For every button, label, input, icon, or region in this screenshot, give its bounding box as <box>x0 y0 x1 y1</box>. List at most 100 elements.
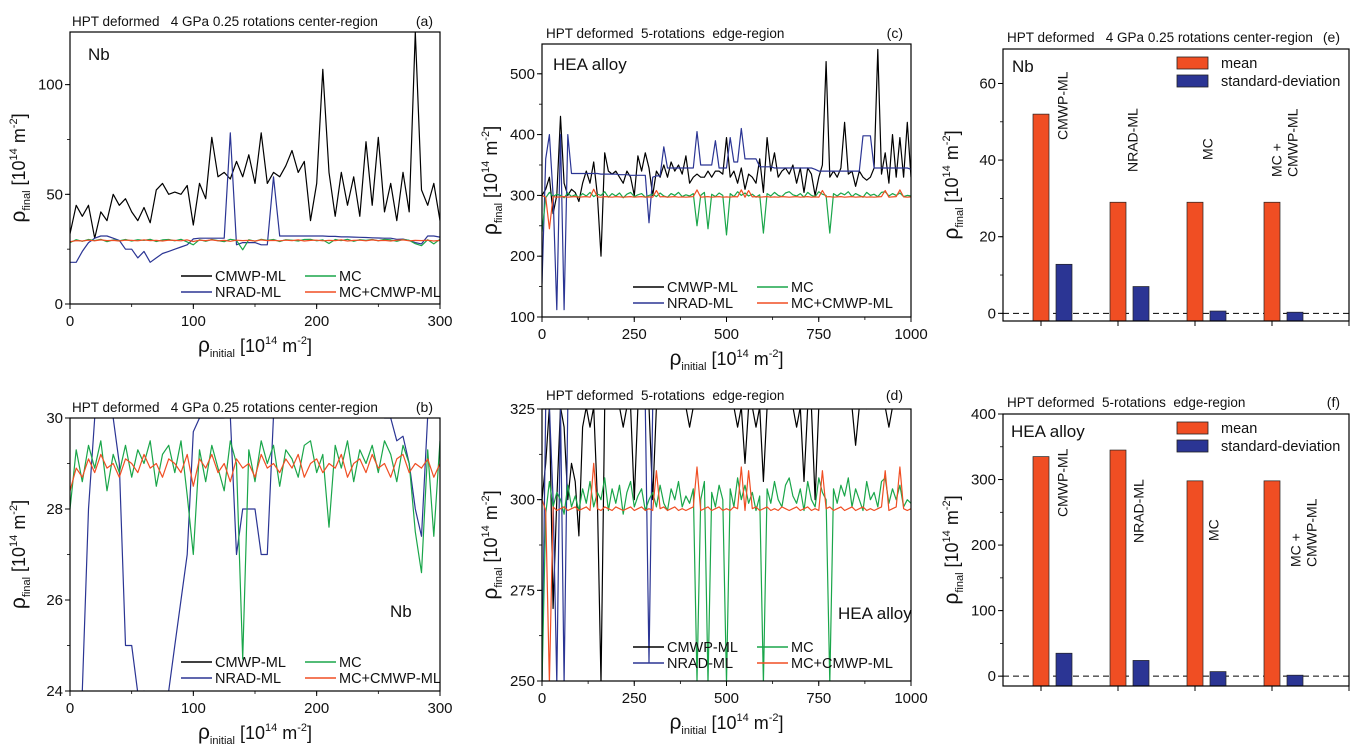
legend-label: MC <box>339 269 362 285</box>
legend: mean standard-deviation <box>1176 421 1340 455</box>
category-label: CMWP-ML <box>1055 448 1071 517</box>
axis-superscript: -2 <box>769 712 779 724</box>
axis-symbol: ρ <box>7 597 30 609</box>
series-line-nrad-ml <box>542 127 911 311</box>
legend-label: standard-deviation <box>1221 74 1340 90</box>
axis-unit: m <box>749 349 769 369</box>
axis-unit: m <box>277 336 297 356</box>
category-label: MC + <box>1288 533 1304 567</box>
axis-superscript: 14 <box>8 148 20 160</box>
bar-mean-0 <box>1032 113 1050 322</box>
panel-title: HPT deformed 5-rotations edge-region <box>546 388 784 403</box>
bar-standard-deviation-0 <box>1055 263 1073 322</box>
y-tick-label: 300 <box>510 492 535 509</box>
axis-superscript: -2 <box>8 505 20 515</box>
y-tick-label: 500 <box>510 66 535 83</box>
axis-unit: m <box>942 510 962 530</box>
plot-frame <box>541 408 912 682</box>
panel-letter: (c) <box>887 25 903 41</box>
plot-frame <box>1002 48 1350 322</box>
axis-unit: ] <box>307 723 312 743</box>
y-axis-label: ρfinal [1014 m-2] <box>7 500 33 609</box>
y-axis-label: ρfinal [1014 m-2] <box>940 495 966 604</box>
axis-subscript: initial <box>681 361 706 373</box>
axis-superscript: -2 <box>480 131 492 141</box>
axis-subscript: initial <box>681 725 706 737</box>
bar-mean-3 <box>1263 201 1281 322</box>
axis-unit: [10 <box>9 160 29 190</box>
axis-superscript: 14 <box>8 535 20 547</box>
axis-unit: m <box>481 141 501 161</box>
y-tick-label: 200 <box>510 248 535 265</box>
axis-superscript: -2 <box>8 118 20 128</box>
axis-unit: ] <box>942 495 962 500</box>
y-tick-label: 28 <box>46 501 63 518</box>
svg-text:ρfinal [1014 m-2]: ρfinal [1014 m-2] <box>7 113 33 222</box>
y-tick-label: 50 <box>46 186 63 203</box>
y-tick-label: 400 <box>510 127 535 144</box>
y-tick-label: 300 <box>510 187 535 204</box>
series-line-mc <box>542 477 911 681</box>
axis-subscript: initial <box>210 348 235 360</box>
y-tick-label: 0 <box>55 296 63 313</box>
svg-text:ρinitial [1014 m-2]: ρinitial [1014 m-2] <box>669 711 783 737</box>
y-tick-label: 24 <box>46 683 63 700</box>
panel-title: HPT deformed 4 GPa 0.25 rotations center… <box>1007 30 1313 45</box>
axis-symbol: ρ <box>669 711 681 734</box>
x-tick-label: 200 <box>304 700 329 717</box>
series-line-mc-cmwp-ml <box>70 239 440 243</box>
axis-symbol: ρ <box>479 223 502 235</box>
axis-subscript: final <box>21 577 33 597</box>
plot-frame <box>69 31 441 305</box>
series-group <box>70 32 440 263</box>
panel-letter: (d) <box>886 387 903 403</box>
legend-label: standard-deviation <box>1221 439 1340 455</box>
axis-superscript: -2 <box>769 348 779 360</box>
x-tick-label: 0 <box>538 690 546 707</box>
axis-unit: ] <box>481 490 501 495</box>
category-label: CMWP-ML <box>1055 71 1071 140</box>
axis-superscript: 14 <box>737 348 749 360</box>
bar-mean-2 <box>1186 201 1204 322</box>
y-tick-label: 0 <box>988 305 996 322</box>
axis-superscript: 14 <box>480 525 492 537</box>
legend-label: NRAD-ML <box>215 671 281 687</box>
legend-label: MC+CMWP-ML <box>339 285 441 301</box>
bar-mean-2 <box>1186 480 1204 687</box>
legend-label: NRAD-ML <box>215 285 281 301</box>
panel-letter: (b) <box>416 399 433 415</box>
legend-label: CMWP-ML <box>667 640 738 656</box>
legend-swatch <box>1176 74 1209 88</box>
x-tick-label: 250 <box>622 326 647 343</box>
panel-title: HPT deformed 5-rotations edge-region <box>1007 395 1245 410</box>
axis-unit: m <box>481 505 501 525</box>
x-tick-label: 750 <box>806 326 831 343</box>
legend-swatch <box>1176 421 1209 435</box>
axis-unit: ] <box>779 713 784 733</box>
svg-text:ρfinal [1014 m-2]: ρfinal [1014 m-2] <box>7 500 33 609</box>
legend-swatch <box>1176 439 1209 453</box>
category-label: CMWP-ML <box>1285 108 1301 177</box>
x-tick-label: 250 <box>622 690 647 707</box>
series-line-cmwp-ml <box>70 32 440 239</box>
bar-standard-deviation-3 <box>1286 674 1304 687</box>
y-axis-label: ρfinal [1014 m-2] <box>940 130 966 239</box>
axis-superscript: 14 <box>737 712 749 724</box>
legend-swatch <box>1176 56 1209 70</box>
x-axis-label: ρinitial [1014 m-2] <box>198 721 312 747</box>
panel-title: HPT deformed 4 GPa 0.25 rotations center… <box>72 400 378 415</box>
x-tick-label: 0 <box>538 326 546 343</box>
y-tick-label: 30 <box>46 410 63 427</box>
axis-symbol: ρ <box>198 721 210 744</box>
material-label: HEA alloy <box>838 604 912 623</box>
axis-unit: [10 <box>706 713 736 733</box>
y-tick-label: 325 <box>510 401 535 418</box>
panel-f: HPT deformed 5-rotations edge-region (f) 0… <box>940 394 1350 691</box>
axis-unit: ] <box>481 126 501 131</box>
y-tick-label: 400 <box>971 406 996 423</box>
svg-text:ρinitial [1014 m-2]: ρinitial [1014 m-2] <box>669 347 783 373</box>
axis-unit: [10 <box>235 336 265 356</box>
